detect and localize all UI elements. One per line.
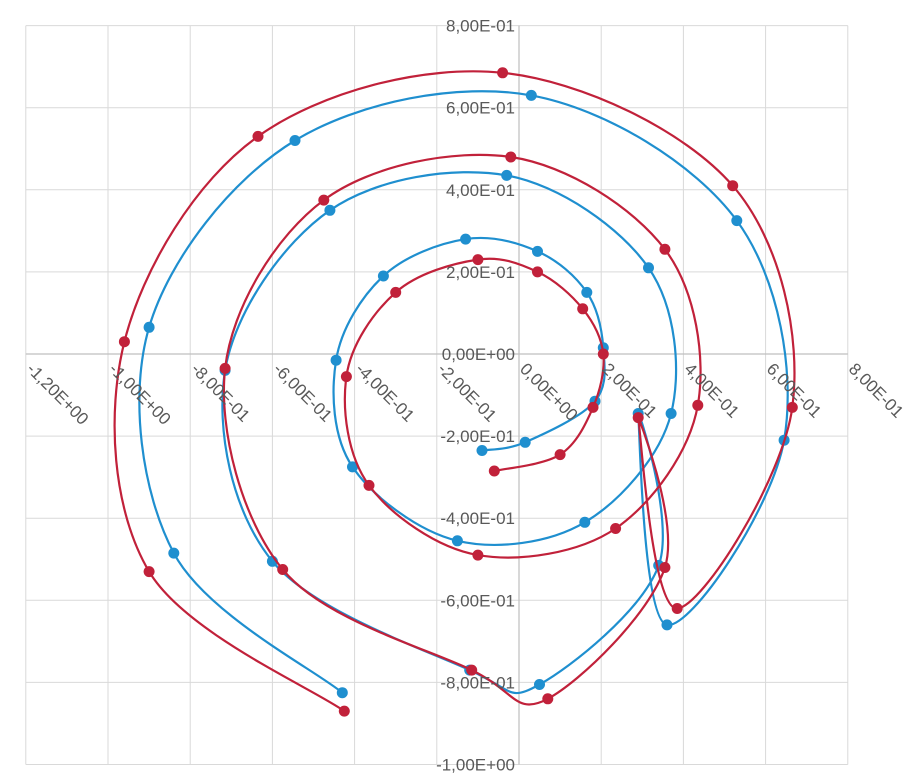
- series-2-point: [488, 465, 500, 477]
- series-1-point: [377, 270, 389, 282]
- series-1-point: [501, 169, 513, 181]
- series-1-point: [519, 436, 531, 448]
- series-2: [113, 67, 798, 717]
- y-tick-label: 6,00E-01: [446, 99, 515, 118]
- series-1-point: [731, 215, 743, 227]
- series-2-point: [554, 449, 566, 461]
- series-1-point: [143, 321, 155, 333]
- gridlines: [25, 25, 849, 765]
- series-1-point: [330, 354, 342, 366]
- series-2-point: [505, 151, 517, 163]
- axes: [25, 25, 848, 765]
- series-2-point: [340, 371, 352, 383]
- y-tick-label: -2,00E-01: [440, 427, 515, 446]
- series-1-point: [665, 408, 677, 419]
- series-1: [138, 89, 790, 699]
- series-2-point: [390, 286, 402, 298]
- series-2-point: [587, 401, 599, 413]
- series-layer: [113, 67, 798, 717]
- series-2-point: [338, 705, 350, 717]
- series-1-point: [581, 286, 593, 298]
- series-2-point: [532, 266, 543, 278]
- series-2-point: [472, 549, 484, 561]
- series-1-point: [347, 461, 358, 473]
- series-1-point: [451, 535, 463, 547]
- y-tick-label: 2,00E-01: [446, 263, 515, 282]
- y-tick-label: -8,00E-01: [440, 673, 515, 692]
- series-1-point: [525, 89, 537, 101]
- y-tick-label: -1,00E+00: [436, 756, 515, 775]
- y-tick-label: 4,00E-01: [446, 181, 515, 200]
- series-1-point: [534, 679, 545, 690]
- y-tick-label: -6,00E-01: [440, 591, 515, 610]
- series-2-point: [497, 67, 509, 79]
- series-1-point: [579, 516, 591, 528]
- series-2-point: [727, 180, 739, 192]
- series-2-point: [692, 399, 704, 411]
- series-2-point: [252, 130, 264, 142]
- series-2-point: [577, 303, 589, 315]
- series-2-point: [318, 194, 330, 206]
- series-1-point: [476, 445, 488, 456]
- series-2-point: [118, 336, 130, 348]
- series-1-point: [661, 619, 673, 631]
- y-tick-label: -4,00E-01: [440, 509, 515, 528]
- series-1-point: [336, 687, 348, 699]
- series-2-point: [542, 693, 554, 705]
- series-2-point: [466, 664, 478, 676]
- series-1-point: [460, 233, 472, 245]
- series-2-point: [363, 479, 375, 491]
- series-2-point: [671, 603, 683, 614]
- series-2-point: [219, 362, 231, 374]
- series-2-point: [659, 562, 671, 573]
- series-2-point: [632, 412, 644, 424]
- series-2-point: [597, 348, 609, 360]
- series-1-point: [289, 135, 301, 146]
- series-1-point: [324, 204, 336, 216]
- series-1-point: [532, 245, 543, 257]
- series-2-point: [143, 566, 155, 578]
- series-2-point: [659, 243, 671, 255]
- series-2-point: [277, 564, 289, 575]
- series-1-point: [643, 262, 654, 274]
- series-2-point: [786, 401, 798, 413]
- y-tick-label: 0,00E+00: [442, 345, 515, 364]
- y-tick-label: 8,00E-01: [446, 17, 515, 36]
- series-2-point: [610, 523, 622, 534]
- series-2-point: [472, 254, 484, 266]
- y-tick-labels: 8,00E-01 6,00E-01 4,00E-01 2,00E-01 0,00E+00…: [436, 17, 515, 775]
- series-1-point: [168, 547, 180, 559]
